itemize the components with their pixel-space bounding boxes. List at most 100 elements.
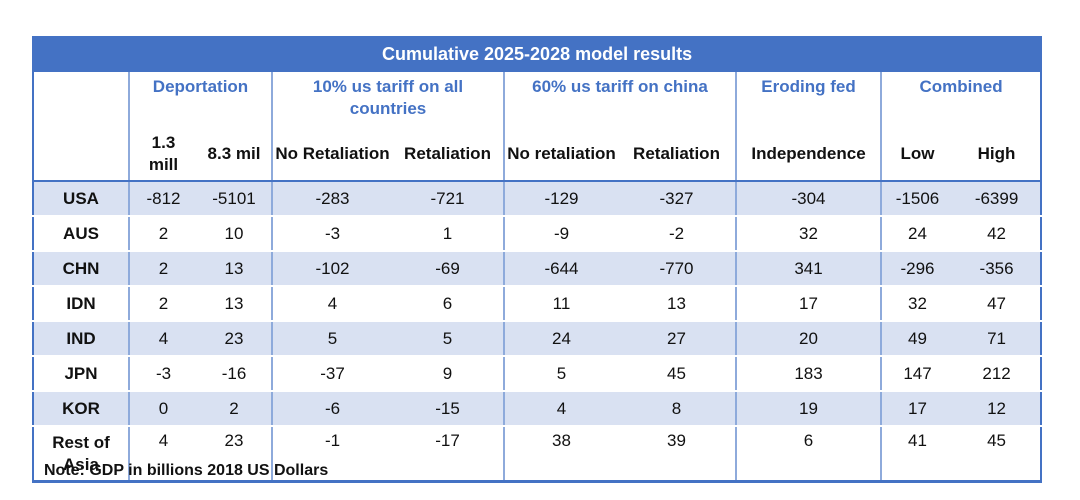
table-cell: -304 (735, 181, 881, 217)
table-cell: 5 (271, 321, 392, 357)
table-cell: 10 (197, 216, 272, 252)
table-row: AUS 2 10 -3 1 -9 -2 32 24 42 (32, 216, 1043, 252)
table-cell: 23 (197, 321, 272, 357)
table-cell: 45 (618, 356, 736, 392)
table-cell: 20 (735, 321, 881, 357)
table-cell: 47 (953, 286, 1043, 322)
table-cell: -296 (880, 251, 953, 287)
table-cell: -356 (953, 251, 1043, 287)
table-cell: -16 (197, 356, 272, 392)
table-cell: 212 (953, 356, 1043, 392)
table-cell: 8 (618, 391, 736, 427)
subheader-8-3-mil: 8.3 mil (197, 128, 272, 182)
corner-cell-sub (32, 128, 129, 182)
table-cell: 32 (735, 216, 881, 252)
table-cell: -770 (618, 251, 736, 287)
table-row: KOR 0 2 -6 -15 4 8 19 17 12 (32, 391, 1043, 427)
row-country: IDN (32, 286, 129, 322)
table-cell: -102 (271, 251, 392, 287)
table-cell: 4 (503, 391, 618, 427)
table-row: CHN 2 13 -102 -69 -644 -770 341 -296 -35… (32, 251, 1043, 287)
group-header-combined: Combined (879, 71, 1043, 128)
row-country: Rest of Asia (32, 426, 129, 483)
table-cell: 6 (392, 286, 504, 322)
table-cell: 147 (880, 356, 953, 392)
table-cell: 1 (392, 216, 504, 252)
table-cell: 71 (953, 321, 1043, 357)
table-cell: 4 (271, 286, 392, 322)
subheader-high: High (953, 128, 1043, 182)
subheader-1-3-mill: 1.3 mill (128, 128, 197, 182)
table-row: JPN -3 -16 -37 9 5 45 183 147 212 (32, 356, 1043, 392)
table-cell: 39 (618, 426, 736, 483)
table-cell: 13 (618, 286, 736, 322)
corner-cell (32, 71, 130, 128)
table-cell: 4 (128, 321, 197, 357)
results-table-container: Cumulative 2025-2028 model results Depor… (31, 36, 1043, 483)
table-cell: -2 (618, 216, 736, 252)
table-cell: -1506 (880, 181, 953, 217)
group-header-60-tariff: 60% us tariff on china (503, 71, 737, 128)
subheader-independence: Independence (735, 128, 881, 182)
group-header-10-tariff: 10% us tariff on all countries (271, 71, 505, 128)
subheader-retaliation-10: Retaliation (392, 128, 504, 182)
table-cell: 41 (880, 426, 953, 483)
table-cell: 24 (880, 216, 953, 252)
table-cell: 4 (128, 426, 197, 483)
table-cell: 17 (735, 286, 881, 322)
table-cell: 183 (735, 356, 881, 392)
table-cell: 13 (197, 251, 272, 287)
subheader-no-retaliation-60: No retaliation (503, 128, 618, 182)
group-header-eroding-fed: Eroding fed (735, 71, 882, 128)
subheader-no-retaliation-10: No Retaliation (271, 128, 392, 182)
table-cell: -283 (271, 181, 392, 217)
row-country: KOR (32, 391, 129, 427)
table-cell: 12 (953, 391, 1043, 427)
table-cell: 5 (503, 356, 618, 392)
table-cell: -69 (392, 251, 504, 287)
table-title: Cumulative 2025-2028 model results (31, 36, 1043, 72)
table-row: USA -812 -5101 -283 -721 -129 -327 -304 … (32, 181, 1043, 217)
table-row: IND 4 23 5 5 24 27 20 49 71 (32, 321, 1043, 357)
group-header-deportation: Deportation (128, 71, 273, 128)
row-country: AUS (32, 216, 129, 252)
table-cell: 9 (392, 356, 504, 392)
subheader-low: Low (880, 128, 953, 182)
table-cell: 2 (197, 391, 272, 427)
table-cell: -6399 (953, 181, 1043, 217)
row-country: USA (32, 181, 129, 217)
table-cell: 49 (880, 321, 953, 357)
table-cell: -5101 (197, 181, 272, 217)
table-cell: 32 (880, 286, 953, 322)
table-cell: -812 (128, 181, 197, 217)
table-cell: -644 (503, 251, 618, 287)
row-country: IND (32, 321, 129, 357)
row-country: JPN (32, 356, 129, 392)
table-cell: -721 (392, 181, 504, 217)
table-cell: 38 (503, 426, 618, 483)
table-cell: 341 (735, 251, 881, 287)
table-row: IDN 2 13 4 6 11 13 17 32 47 (32, 286, 1043, 322)
table-cell: 19 (735, 391, 881, 427)
table-cell: 2 (128, 216, 197, 252)
table-row: Rest of Asia 4 23 -1 -17 38 39 6 41 45 (32, 426, 1043, 483)
table-cell: 0 (128, 391, 197, 427)
table-note: Note: GDP in billions 2018 US Dollars (44, 462, 329, 479)
row-country: CHN (32, 251, 129, 287)
table-cell: 13 (197, 286, 272, 322)
table-cell: -1 (271, 426, 392, 483)
table-cell: -9 (503, 216, 618, 252)
table-cell: 2 (128, 286, 197, 322)
table-cell: 24 (503, 321, 618, 357)
table-cell: -129 (503, 181, 618, 217)
table-cell: 5 (392, 321, 504, 357)
table-cell: 45 (953, 426, 1043, 483)
results-table: Cumulative 2025-2028 model results Depor… (31, 36, 1043, 483)
subheader-retaliation-60: Retaliation (618, 128, 736, 182)
table-cell: 27 (618, 321, 736, 357)
table-cell: -37 (271, 356, 392, 392)
table-cell: -6 (271, 391, 392, 427)
table-cell: 42 (953, 216, 1043, 252)
table-cell: -3 (128, 356, 197, 392)
table-cell: -3 (271, 216, 392, 252)
